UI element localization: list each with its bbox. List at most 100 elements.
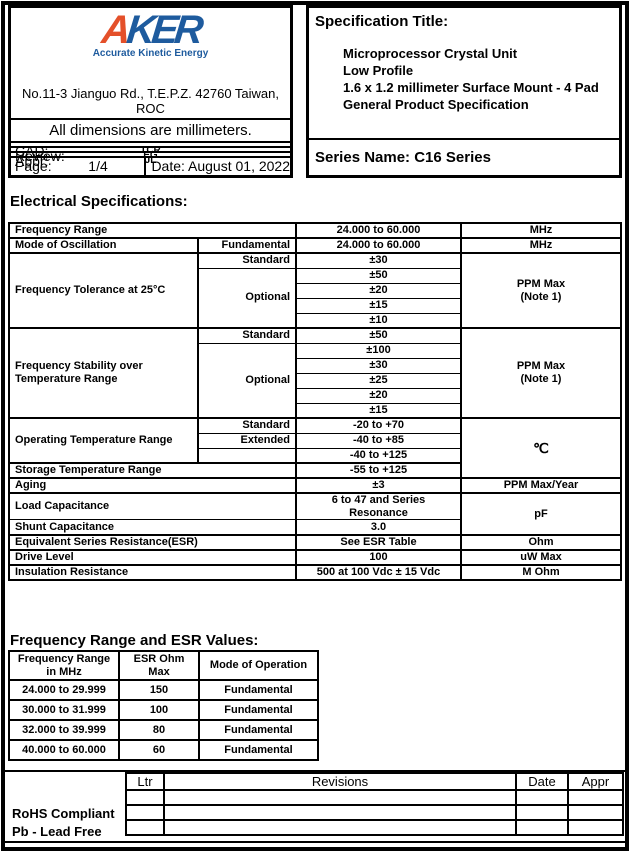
rev-cell [125,804,165,821]
table-row: 24.000 to 29.999 150 Fundamental [8,679,319,702]
spec-unit: pF [460,492,622,536]
spec-label: Mode of Oscillation [8,237,199,254]
spec-condition: Standard [197,252,297,269]
spec-unit: PPM Max/Year [460,477,622,494]
table-row: ±15 [9,297,621,314]
spec-value: -40 to +125 [295,447,462,464]
spec-value: ±20 [295,387,462,404]
table-row: ±20 [9,387,621,404]
table-row: Frequency Stability over Temperature Ran… [8,327,622,419]
spec-value: ±20 [295,282,462,299]
table-row: Insulation Resistance 500 at 100 Vdc ± 1… [8,563,622,581]
page-date-row: Page: 1/4 Date: August 01, 2022 [11,156,290,175]
esr-mode: Fundamental [198,739,319,762]
electrical-specs-table: Frequency Range 24.000 to 60.000 MHz Mod… [8,222,622,581]
appr-value: JL [144,155,157,166]
rev-cell [567,789,624,806]
page-label: Page: [15,158,52,174]
table-row: Optional ±50 [9,267,621,329]
spec-value: 24.000 to 60.000 [295,222,462,239]
spec-value: -55 to +125 [295,462,462,479]
rev-cell [515,789,569,806]
spec-title-line: General Product Specification [343,97,529,112]
esr-freq-range: 40.000 to 60.000 [8,739,120,762]
spec-label: Aging [8,477,297,494]
spec-title-lines: Microprocessor Crystal Unit Low Profile … [343,45,613,113]
spec-value: 6 to 47 and Series Resonance [295,492,462,521]
spec-label: Operating Temperature Range [8,417,199,464]
logo-cell: AKER Accurate Kinetic Energy [11,8,290,83]
spec-value: ±3 [295,477,462,494]
rohs-line: RoHS Compliant [12,806,115,821]
unit-note: (Note 1) [520,373,562,385]
table-row: Extended -40 to +85 [9,432,621,449]
rev-cell [515,819,569,836]
electrical-specs-heading: Electrical Specifications: [10,193,188,210]
rev-cell [125,789,165,806]
spec-label: Drive Level [8,548,297,566]
spec-unit: PPM Max (Note 1) [460,252,622,329]
spec-title-line: Microprocessor Crystal Unit [343,46,518,61]
spec-label: Frequency Tolerance at 25°C [8,252,199,329]
table-row: Drive Level 100 uW Max [8,548,622,566]
revisions-table: Ltr Revisions Date Appr [125,772,624,836]
spec-value: ±100 [295,342,462,359]
revision-row-empty [125,819,624,836]
aker-logo: AKER [100,8,202,52]
rev-cell [567,804,624,821]
date-cell: Date: August 01, 2022 [151,158,290,174]
dimensions-note: All dimensions are millimeters. [11,118,290,141]
rev-cell [515,804,569,821]
esr-ohm-max: 80 [118,719,200,742]
spec-unit: PPM Max (Note 1) [460,327,622,419]
footer-divider [5,770,625,772]
rev-col-header: Appr [567,772,624,791]
rohs-line: Pb - Lead Free [12,824,102,839]
esr-freq-range: 32.000 to 39.999 [8,719,120,742]
esr-header-row: Frequency Range in MHz ESR Ohm Max Mode … [8,649,319,682]
logo-tagline: Accurate Kinetic Energy [92,48,209,59]
esr-mode: Fundamental [198,699,319,722]
table-row: Aging ±3 PPM Max/Year [8,477,622,494]
spec-unit: M Ohm [460,563,622,581]
esr-ohm-max: 100 [118,699,200,722]
revision-row-empty [125,789,624,806]
rev-cell [163,819,517,836]
table-row: Frequency Range 24.000 to 60.000 MHz [8,222,622,239]
spec-value: 3.0 [295,519,462,536]
rev-cell [163,789,517,806]
spec-label: Insulation Resistance [8,563,297,581]
esr-table: Frequency Range in MHz ESR Ohm Max Mode … [8,649,319,762]
spec-condition-empty [197,447,297,464]
spec-value: 100 [295,548,462,566]
cad-value: TCR [140,145,161,156]
esr-ohm-max: 60 [118,739,200,762]
spec-condition: Standard [197,327,297,344]
table-row: Load Capacitance 6 to 47 and Series Reso… [8,492,622,536]
table-row: 30.000 to 31.999 100 Fundamental [8,699,319,722]
esr-col-header: Mode of Operation [198,649,319,682]
esr-mode: Fundamental [198,719,319,742]
esr-mode: Fundamental [198,679,319,702]
spec-value: -40 to +85 [295,432,462,449]
spec-value: ±50 [295,327,462,344]
table-row: -40 to +125 [9,447,621,464]
spec-label: Storage Temperature Range [8,462,297,479]
table-row: 40.000 to 60.000 60 Fundamental [8,739,319,762]
spec-condition: Standard [197,417,297,434]
spec-label: Equivalent Series Resistance(ESR) [8,533,297,551]
company-header-box: AKER Accurate Kinetic Energy No.11-3 Jia… [8,5,293,178]
company-address: No.11-3 Jianguo Rd., T.E.P.Z. 42760 Taiw… [21,86,280,116]
spec-label: Frequency Range [8,222,297,239]
table-row: Storage Temperature Range -55 to +125 [8,462,621,479]
spec-title-box: Specification Title: Microprocessor Crys… [306,5,622,178]
esr-values-heading: Frequency Range and ESR Values: [10,632,259,649]
table-row: Equivalent Series Resistance(ESR) See ES… [8,533,622,551]
rev-cell [125,819,165,836]
spec-value: See ESR Table [295,533,462,551]
table-row: Frequency Tolerance at 25°C Standard ±30… [8,252,622,329]
spec-title-line: Low Profile [343,63,414,78]
spec-condition: Optional [197,342,297,419]
spec-value: -20 to +70 [295,417,462,434]
footer-bottom-line [5,841,625,843]
